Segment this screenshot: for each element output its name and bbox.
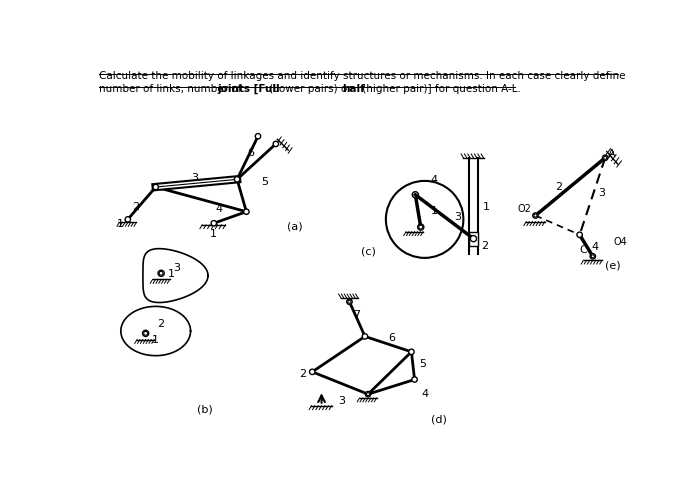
- Text: joints [Full: joints [Full: [218, 84, 280, 94]
- Circle shape: [346, 300, 352, 305]
- Circle shape: [348, 301, 351, 304]
- Circle shape: [533, 213, 538, 219]
- Text: 1: 1: [168, 269, 175, 279]
- Text: 2: 2: [158, 319, 164, 328]
- Circle shape: [362, 334, 368, 340]
- Text: 2: 2: [300, 368, 307, 379]
- Text: 6: 6: [246, 147, 253, 157]
- Circle shape: [234, 177, 240, 183]
- Text: O4: O4: [614, 237, 628, 246]
- Text: 4: 4: [430, 175, 438, 185]
- Circle shape: [153, 185, 158, 190]
- Circle shape: [309, 369, 315, 375]
- Circle shape: [603, 156, 608, 161]
- Circle shape: [592, 255, 594, 258]
- Text: 1: 1: [209, 229, 216, 239]
- Text: 2: 2: [555, 182, 562, 192]
- Text: (e): (e): [605, 260, 621, 269]
- Text: 5: 5: [419, 358, 426, 368]
- Circle shape: [590, 254, 596, 260]
- Text: 4: 4: [216, 203, 223, 213]
- Text: 6: 6: [389, 332, 396, 343]
- Text: 4: 4: [421, 388, 428, 398]
- Text: Calculate the mobility of linkages and identify structures or mechanisms. In eac: Calculate the mobility of linkages and i…: [99, 71, 626, 81]
- Text: (c): (c): [361, 245, 377, 256]
- Circle shape: [409, 349, 414, 355]
- Text: 1: 1: [116, 219, 124, 229]
- Circle shape: [144, 332, 148, 336]
- Circle shape: [534, 215, 537, 218]
- Circle shape: [125, 217, 130, 223]
- Text: 2: 2: [132, 201, 139, 211]
- Text: 4: 4: [592, 241, 598, 251]
- Text: half: half: [342, 84, 365, 94]
- Text: (a): (a): [288, 221, 303, 231]
- Text: O2: O2: [518, 203, 531, 213]
- Text: 5: 5: [260, 177, 267, 186]
- Circle shape: [412, 192, 419, 199]
- Circle shape: [577, 233, 582, 238]
- Circle shape: [412, 377, 417, 383]
- Circle shape: [470, 236, 477, 242]
- Text: (Lower pairs) or: (Lower pairs) or: [266, 84, 355, 94]
- Circle shape: [273, 142, 279, 147]
- Text: 1: 1: [152, 334, 159, 344]
- Circle shape: [159, 272, 163, 276]
- Circle shape: [419, 225, 423, 229]
- Text: 3: 3: [598, 188, 605, 198]
- Circle shape: [418, 224, 424, 231]
- Circle shape: [367, 393, 370, 396]
- Circle shape: [365, 392, 371, 397]
- Circle shape: [603, 157, 607, 160]
- Circle shape: [158, 271, 164, 277]
- Text: C: C: [580, 244, 587, 254]
- Text: A: A: [608, 149, 616, 159]
- FancyBboxPatch shape: [469, 232, 478, 246]
- Text: (higher pair)] for question A-L.: (higher pair)] for question A-L.: [358, 84, 521, 94]
- Circle shape: [143, 330, 148, 337]
- Text: 3: 3: [338, 395, 345, 406]
- Circle shape: [244, 209, 249, 215]
- Circle shape: [256, 134, 260, 140]
- Text: (d): (d): [430, 413, 447, 423]
- Text: 2: 2: [481, 240, 488, 250]
- Text: 1: 1: [430, 206, 438, 216]
- Text: 3: 3: [173, 263, 180, 273]
- Text: (b): (b): [197, 403, 214, 413]
- Text: 3: 3: [191, 173, 198, 183]
- Text: number of links, number of: number of links, number of: [99, 84, 245, 94]
- Text: 3: 3: [454, 212, 461, 222]
- Text: 7: 7: [353, 309, 360, 320]
- Text: 1: 1: [482, 201, 489, 211]
- Circle shape: [211, 221, 216, 226]
